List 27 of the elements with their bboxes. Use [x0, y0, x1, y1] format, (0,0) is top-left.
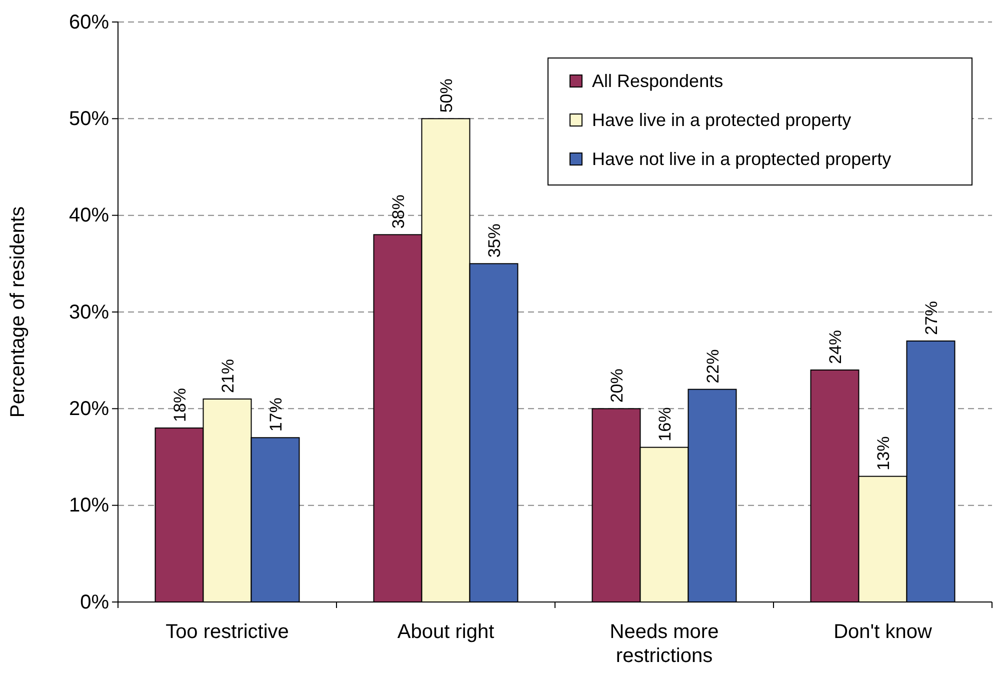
legend-label: All Respondents — [592, 71, 724, 91]
y-tick-label: 10% — [68, 494, 110, 517]
data-label: 17% — [266, 398, 286, 432]
y-tick-label: 40% — [68, 204, 110, 227]
legend-label: Have live in a protected property — [592, 110, 852, 130]
y-tick-label: 60% — [68, 11, 110, 34]
x-tick-label: About right — [397, 621, 495, 644]
data-label: 20% — [607, 368, 626, 403]
x-tick-label: Needs more restrictions — [610, 621, 719, 668]
data-label: 24% — [826, 330, 845, 364]
data-label: 50% — [436, 78, 456, 113]
legend-label: Have not live in a proptected property — [592, 149, 892, 169]
data-label: 27% — [922, 300, 941, 335]
x-tick-label: Too restrictive — [166, 621, 289, 644]
y-tick-label: 30% — [68, 301, 110, 324]
data-label: 35% — [484, 224, 504, 258]
x-tick-label: Don't know — [834, 621, 932, 644]
data-label: 16% — [655, 407, 674, 442]
y-tick-label: 50% — [68, 108, 110, 130]
data-label: 38% — [388, 194, 408, 229]
data-label: 13% — [874, 436, 893, 470]
data-label: 18% — [170, 388, 190, 422]
y-tick-label: 0% — [80, 591, 110, 614]
y-axis-title: Percentage of residents — [7, 206, 29, 418]
data-label: 21% — [218, 358, 238, 393]
data-label: 22% — [703, 349, 722, 384]
y-tick-label: 20% — [68, 398, 110, 420]
